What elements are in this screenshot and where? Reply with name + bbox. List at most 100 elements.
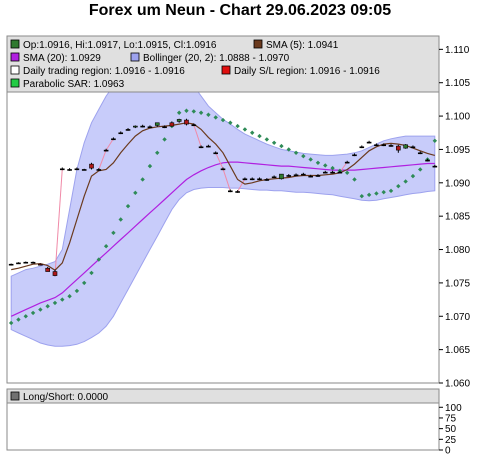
candle-body <box>74 168 80 171</box>
candle-body <box>425 159 430 162</box>
psar-point <box>271 140 277 145</box>
candle-body <box>169 122 175 127</box>
psar-point <box>52 300 58 306</box>
candle-body <box>96 169 102 171</box>
candle-body <box>89 163 94 169</box>
candle-body <box>242 178 248 181</box>
y-tick-label: 1.075 <box>445 278 470 289</box>
candle-body <box>337 171 343 174</box>
psar-point <box>228 120 233 125</box>
y-tick-label: 1.060 <box>445 379 470 390</box>
candle-body <box>198 146 204 149</box>
psar-point <box>67 294 72 299</box>
legend-daily-region: Daily trading region: 1.0916 - 1.0916 <box>23 66 185 77</box>
sub-y-tick-label: 50 <box>445 424 457 435</box>
legend-bollinger-swatch <box>130 52 140 62</box>
candle-body <box>359 146 365 149</box>
candle-body <box>30 261 36 264</box>
psar-point <box>133 190 138 196</box>
psar-point <box>60 297 65 302</box>
gap-line <box>193 124 202 147</box>
psar-point <box>323 163 328 168</box>
candle-body <box>154 122 160 126</box>
psar-point <box>191 109 196 114</box>
candle-body <box>206 145 211 148</box>
candle-body <box>191 124 197 127</box>
candle-body <box>162 126 167 129</box>
legend-ohlc-swatch <box>10 39 20 49</box>
candle-body <box>410 146 416 149</box>
candle-body <box>59 168 65 171</box>
psar-point <box>257 133 262 139</box>
legend-ohlc: Op:1.0916, Hi:1.0917, Lo:1.0915, Cl:1.09… <box>23 40 217 51</box>
psar-point <box>206 112 211 117</box>
candle-body <box>67 169 72 171</box>
gap-line <box>105 138 114 151</box>
y-tick-label: 1.090 <box>445 178 470 189</box>
candle-body <box>352 154 357 157</box>
psar-point <box>82 280 87 286</box>
gap-line <box>237 178 246 192</box>
candle-body <box>271 176 277 179</box>
gap-line <box>222 168 231 191</box>
psar-point <box>89 270 94 276</box>
candle-body <box>374 144 379 147</box>
candle-body <box>330 171 335 174</box>
sma5-line <box>11 122 435 271</box>
candle-body <box>125 129 131 131</box>
psar-point <box>23 314 28 319</box>
candle-body <box>81 169 87 171</box>
psar-point <box>279 143 284 149</box>
psar-point <box>250 130 255 135</box>
psar-point <box>388 188 394 194</box>
candle-body <box>249 178 255 181</box>
candle-body <box>52 271 58 276</box>
gap-line <box>54 168 63 276</box>
y-tick-label: 1.095 <box>445 145 470 156</box>
candle-body <box>286 175 292 177</box>
candle-body <box>301 173 306 176</box>
psar-point <box>184 108 189 113</box>
psar-point <box>45 304 50 309</box>
sub-legend-box <box>6 388 440 404</box>
psar-point <box>359 193 364 199</box>
candle-body <box>257 178 262 181</box>
candle-body <box>403 144 408 149</box>
candle-body <box>279 173 284 180</box>
legend-longshort-swatch <box>10 391 20 401</box>
psar-point <box>410 173 416 179</box>
candle-body <box>293 174 299 177</box>
main-y-axis: 1.060 1.065 1.070 1.075 1.080 1.085 1.090 1.095… <box>439 45 470 390</box>
candle-body <box>213 152 218 155</box>
legend-daily-sl: Daily S/L region: 1.0916 - 1.0916 <box>234 66 380 77</box>
candle-body <box>366 141 372 144</box>
legend-sma5-swatch <box>253 39 263 49</box>
legend-longshort: Long/Short: 0.0000 <box>23 392 109 403</box>
psar-point <box>374 191 379 196</box>
candle-body <box>235 191 240 193</box>
psar-point <box>308 157 313 162</box>
y-tick-label: 1.070 <box>445 312 470 323</box>
psar-point <box>198 110 204 115</box>
legend-sma5: SMA (5): 1.0941 <box>266 40 339 51</box>
legend-box <box>6 35 440 93</box>
psar-point <box>74 288 80 294</box>
candle-body <box>432 165 438 168</box>
legend-sma20-swatch <box>10 52 20 62</box>
psar-point <box>235 123 240 129</box>
psar-point <box>111 230 116 236</box>
psar-point <box>140 177 145 182</box>
candle-body <box>264 179 270 181</box>
psar-point <box>301 153 306 159</box>
candle-body <box>228 190 233 193</box>
psar-point <box>264 137 270 142</box>
psar-point <box>213 115 218 120</box>
candle-body <box>184 119 189 125</box>
main-series-layer <box>8 67 438 347</box>
y-tick-label: 1.080 <box>445 245 470 256</box>
psar-point <box>220 117 226 123</box>
psar-point <box>176 110 182 115</box>
candle-body <box>118 132 124 135</box>
